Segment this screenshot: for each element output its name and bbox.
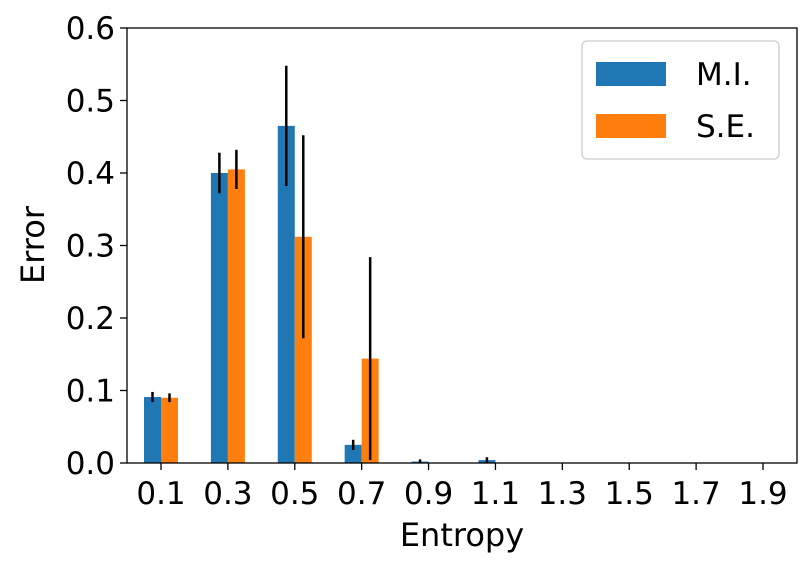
y-tick-label: 0.2: [66, 301, 115, 337]
x-tick-label: 0.1: [136, 476, 185, 512]
bar: [227, 169, 245, 463]
x-tick-label: 1.5: [605, 476, 654, 512]
legend: M.I. S.E.: [581, 40, 780, 160]
legend-swatch: [596, 62, 666, 86]
y-axis: 0.0 0.1 0.2 0.3 0.4 0.5 0.6: [66, 11, 127, 482]
error-bars-layer: [151, 65, 489, 463]
y-tick-label: 0.3: [66, 229, 115, 265]
y-tick-label: 0.6: [66, 11, 115, 47]
legend-swatch: [596, 114, 666, 138]
x-tick-label: 1.7: [671, 476, 720, 512]
x-tick-label: 1.3: [538, 476, 587, 512]
y-tick-label: 0.4: [66, 156, 115, 192]
x-tick-label: 0.5: [270, 476, 319, 512]
x-tick-label: 0.9: [404, 476, 453, 512]
legend-label: M.I.: [696, 57, 752, 93]
bar: [161, 397, 178, 463]
y-tick-label: 0.5: [66, 84, 115, 120]
x-axis-label: Entropy: [400, 516, 524, 554]
x-tick-label: 0.3: [203, 476, 252, 512]
bar: [344, 444, 362, 463]
x-tick-label: 1.1: [471, 476, 520, 512]
legend-label: S.E.: [696, 109, 755, 145]
bars-layer: [144, 125, 496, 463]
x-tick-label: 0.7: [337, 476, 386, 512]
bar: [210, 173, 228, 463]
bar: [277, 125, 295, 463]
bar: [144, 397, 161, 463]
y-axis-label: Error: [14, 205, 52, 284]
y-tick-label: 0.1: [66, 374, 115, 410]
bar: [294, 236, 312, 463]
x-tick-label: 1.9: [738, 476, 787, 512]
y-tick-label: 0.0: [66, 446, 115, 482]
x-axis: 0.1 0.3 0.5 0.7 0.9 1.1 1.3 1.5 1.7 1.9: [136, 463, 788, 512]
